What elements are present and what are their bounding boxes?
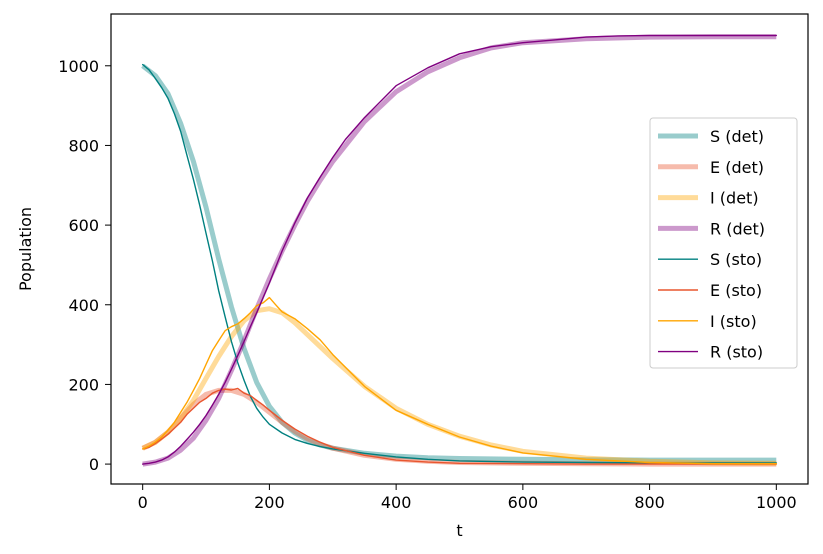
series-line-r-sto (141, 34, 777, 465)
legend-box (649, 117, 798, 369)
legend-label-i-sto: I (sto) (710, 312, 757, 331)
legend-label-e-sto: E (sto) (710, 281, 762, 300)
y-tick-label: 600 (68, 216, 99, 235)
legend-label-s-det: S (det) (710, 127, 764, 146)
x-tick-label: 1000 (756, 493, 797, 512)
axes-border (110, 13, 809, 485)
y-axis-title: Population (16, 207, 35, 291)
plot-area (141, 34, 777, 467)
y-tick-label: 0 (89, 455, 99, 474)
x-tick-label: 200 (254, 493, 285, 512)
x-tick-label: 600 (508, 493, 539, 512)
x-tick-label: 0 (138, 493, 148, 512)
x-tick-label: 400 (381, 493, 412, 512)
y-tick-label: 800 (68, 136, 99, 155)
axes-frame (110, 13, 809, 485)
series-line-e-sto (141, 387, 777, 465)
x-axis-ticks: 0 200 400 600 800 1000 (138, 484, 797, 512)
legend: S (det) E (det) I (det) R (det) S (sto) E (st… (649, 117, 798, 369)
x-axis-title: t (456, 521, 462, 540)
series-line-i-sto (141, 296, 777, 465)
y-tick-label: 400 (68, 296, 99, 315)
x-tick-label: 800 (634, 493, 665, 512)
legend-label-e-det: E (det) (710, 158, 764, 177)
series-line-i-det (141, 306, 777, 466)
y-tick-label: 1000 (58, 57, 99, 76)
legend-label-r-sto: R (sto) (710, 343, 763, 362)
legend-label-s-sto: S (sto) (710, 250, 762, 269)
y-axis-ticks: 0 200 400 600 800 1000 (58, 57, 111, 474)
series-line-s-det (141, 63, 777, 463)
legend-label-r-det: R (det) (710, 219, 765, 238)
y-tick-label: 200 (68, 375, 99, 394)
legend-label-i-det: I (det) (710, 189, 759, 208)
